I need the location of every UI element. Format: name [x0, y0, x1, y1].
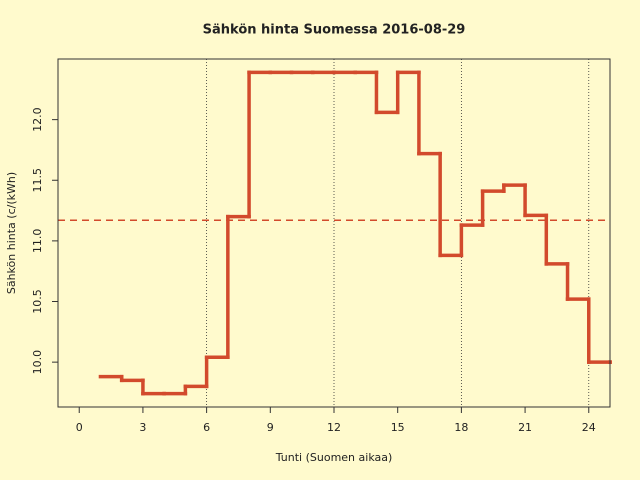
x-tick-label: 18 — [454, 421, 468, 434]
y-tick-label: 12.0 — [31, 107, 44, 131]
x-tick-label: 9 — [267, 421, 274, 434]
y-tick-label: 10.0 — [31, 350, 44, 375]
chart-title: Sähkön hinta Suomessa 2016-08-29 — [203, 23, 466, 38]
x-axis-label: Tunti (Suomen aikaa) — [275, 451, 393, 464]
y-axis-label: Sähkön hinta (c/(kWh) — [5, 172, 18, 294]
x-tick-label: 0 — [76, 421, 83, 434]
x-tick-label: 3 — [139, 421, 146, 434]
x-tick-label: 15 — [391, 421, 405, 434]
x-tick-label: 12 — [327, 421, 341, 434]
x-tick-label: 24 — [582, 421, 596, 434]
y-tick-label: 10.5 — [31, 289, 44, 314]
plot-frame — [57, 58, 611, 408]
y-tick-label: 11.0 — [31, 229, 44, 254]
x-tick-label: 6 — [203, 421, 210, 434]
x-tick-label: 21 — [518, 421, 532, 434]
y-tick-label: 11.5 — [31, 168, 44, 193]
